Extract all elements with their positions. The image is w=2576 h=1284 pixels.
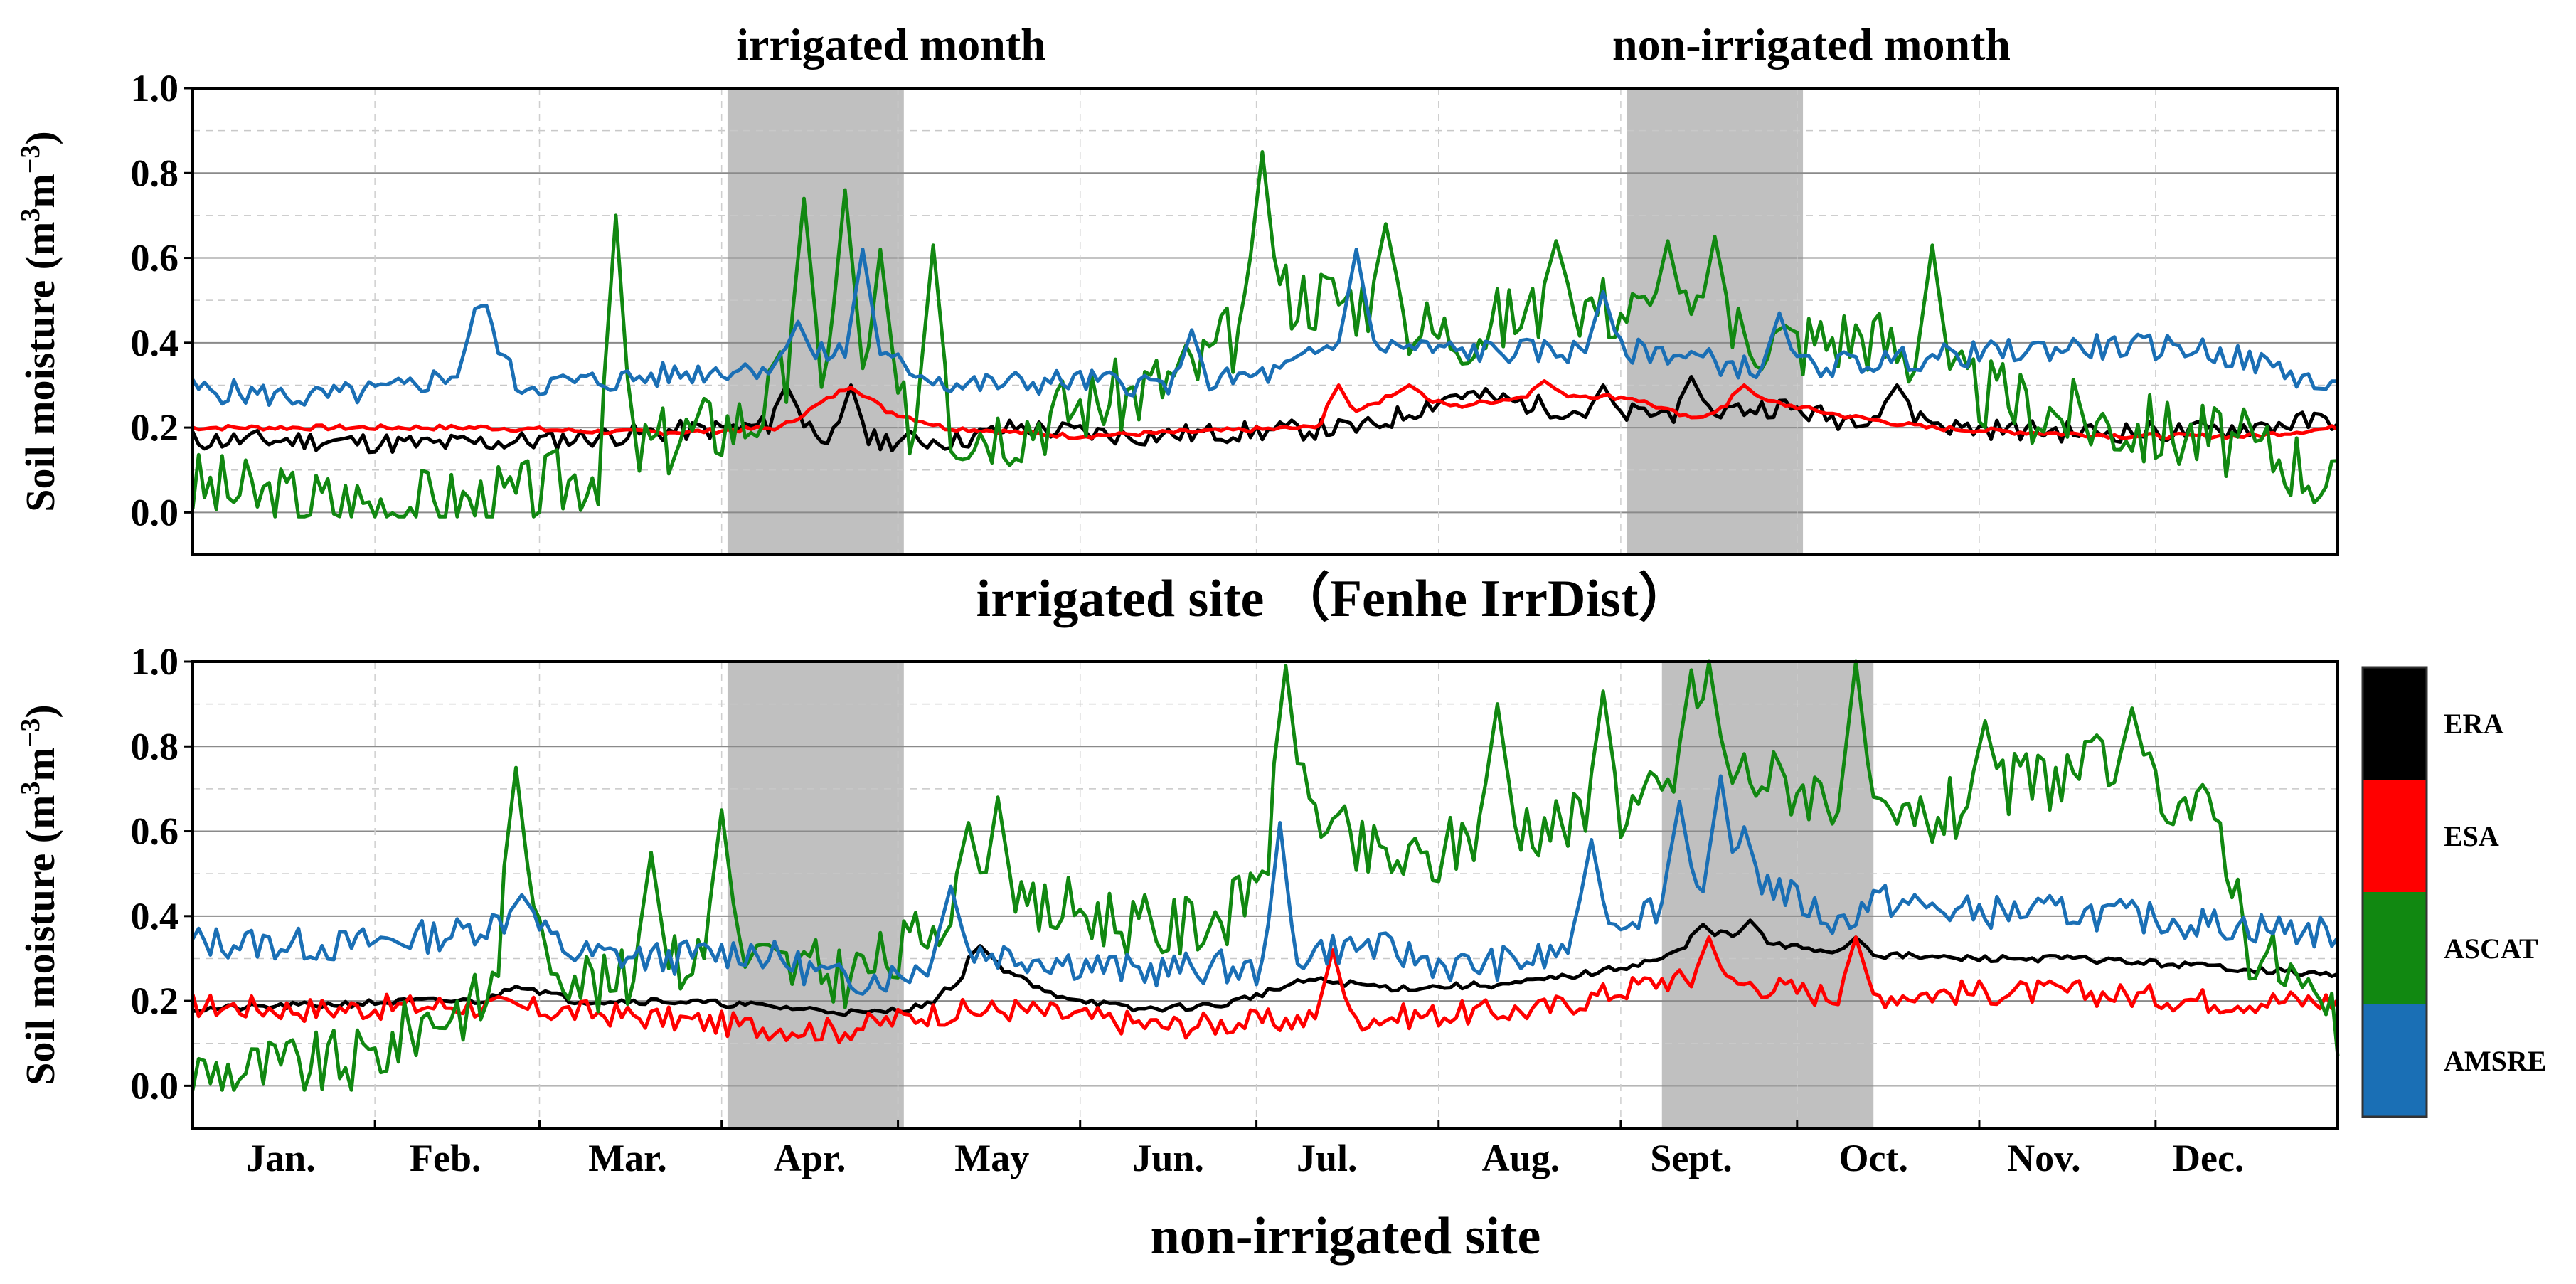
bottom-series-era xyxy=(192,918,2338,1017)
top-panel: 0.0 0.2 0.4 0.6 0.8 1.0 irrigated month non-i… xyxy=(16,19,2339,628)
bottom-xtick-label-apr: Apr. xyxy=(774,1137,846,1179)
bottom-xtick-label-jan: Jan. xyxy=(246,1137,316,1179)
legend-frame xyxy=(2361,666,2428,1118)
top-ytick-label-4: 0.8 xyxy=(131,152,179,194)
bottom-shaded-months xyxy=(727,662,1874,1128)
top-panel-caption: irrigated site （Fenhe IrrDist） xyxy=(976,570,1691,628)
bottom-series-lines xyxy=(191,659,2340,1092)
bottom-ytick-label-4: 0.8 xyxy=(131,725,179,768)
legend-label-esa: ESA xyxy=(2444,820,2499,852)
bottom-ytick-label-0: 0.0 xyxy=(131,1064,179,1107)
top-series-ascat xyxy=(191,150,2338,519)
top-title-non-irrigated-month: non-irrigated month xyxy=(1612,19,2011,70)
top-title-irrigated-month: irrigated month xyxy=(736,19,1046,70)
legend-swatch-era xyxy=(2363,667,2427,780)
bottom-xtick-label-may: May xyxy=(954,1137,1029,1179)
bottom-xtick-label-jun: Jun. xyxy=(1132,1137,1204,1179)
legend-swatch-esa xyxy=(2363,780,2427,892)
top-ytick-label-0: 0.0 xyxy=(131,491,179,534)
legend-swatch-ascat xyxy=(2363,892,2427,1004)
bottom-panel-caption: non-irrigated site xyxy=(1151,1207,1541,1266)
bottom-series-ascat xyxy=(191,659,2340,1092)
bottom-xtick-label-sept: Sept. xyxy=(1650,1137,1733,1179)
bottom-xtick-label-jul: Jul. xyxy=(1297,1137,1358,1179)
legend-swatch-amsre xyxy=(2363,1004,2427,1117)
bottom-xtick-label-feb: Feb. xyxy=(410,1137,481,1179)
legend-label-ascat: ASCAT xyxy=(2444,933,2538,965)
bottom-ytick-label-1: 0.2 xyxy=(131,980,179,1022)
legend-label-era: ERA xyxy=(2444,708,2504,740)
bottom-xtick-label-oct: Oct. xyxy=(1838,1137,1907,1179)
top-series-amsre xyxy=(191,248,2338,407)
bottom-xtick-label-dec: Dec. xyxy=(2173,1137,2244,1179)
top-ytick-label-5: 1.0 xyxy=(131,67,179,110)
bottom-series-esa xyxy=(191,935,2340,1044)
top-shade-band-2 xyxy=(1627,88,1804,555)
bottom-ytick-label-2: 0.4 xyxy=(131,895,179,938)
bottom-series-amsre xyxy=(191,774,2340,996)
bottom-ytick-label-5: 1.0 xyxy=(131,640,179,683)
bottom-shade-band-2 xyxy=(1661,662,1874,1128)
bottom-gridlines xyxy=(193,661,2338,1128)
legend-label-amsre: AMSRE xyxy=(2444,1045,2546,1077)
bottom-panel: 0.0 0.2 0.4 0.6 0.8 1.0 Jan. Feb. Mar. Apr. May Ju… xyxy=(16,640,2340,1266)
legend: ERA ESA ASCAT AMSRE xyxy=(2361,666,2546,1118)
top-y-axis-label: Soil moisture (m3m−3) xyxy=(16,131,63,511)
top-series-esa xyxy=(192,379,2339,441)
top-y-axis: 0.0 0.2 0.4 0.6 0.8 1.0 xyxy=(131,67,193,534)
bottom-xtick-label-nov: Nov. xyxy=(2007,1137,2081,1179)
bottom-y-axis-label: Soil moisture (m3m−3) xyxy=(16,704,63,1085)
top-plot-frame xyxy=(191,87,2339,556)
bottom-ytick-label-3: 0.6 xyxy=(131,810,179,853)
top-ytick-label-3: 0.6 xyxy=(131,237,179,280)
top-series-lines xyxy=(191,150,2339,519)
top-ytick-label-2: 0.4 xyxy=(131,322,179,364)
bottom-shade-band-1 xyxy=(727,662,904,1128)
bottom-x-axis: Jan. Feb. Mar. Apr. May Jun. Jul. Aug. Sept. Oct.… xyxy=(246,1120,2244,1179)
bottom-y-axis: 0.0 0.2 0.4 0.6 0.8 1.0 xyxy=(131,640,193,1107)
bottom-xtick-label-aug: Aug. xyxy=(1482,1137,1560,1179)
bottom-plot-frame xyxy=(191,660,2339,1130)
bottom-xtick-label-mar: Mar. xyxy=(588,1137,666,1179)
top-ytick-label-1: 0.2 xyxy=(131,406,179,449)
